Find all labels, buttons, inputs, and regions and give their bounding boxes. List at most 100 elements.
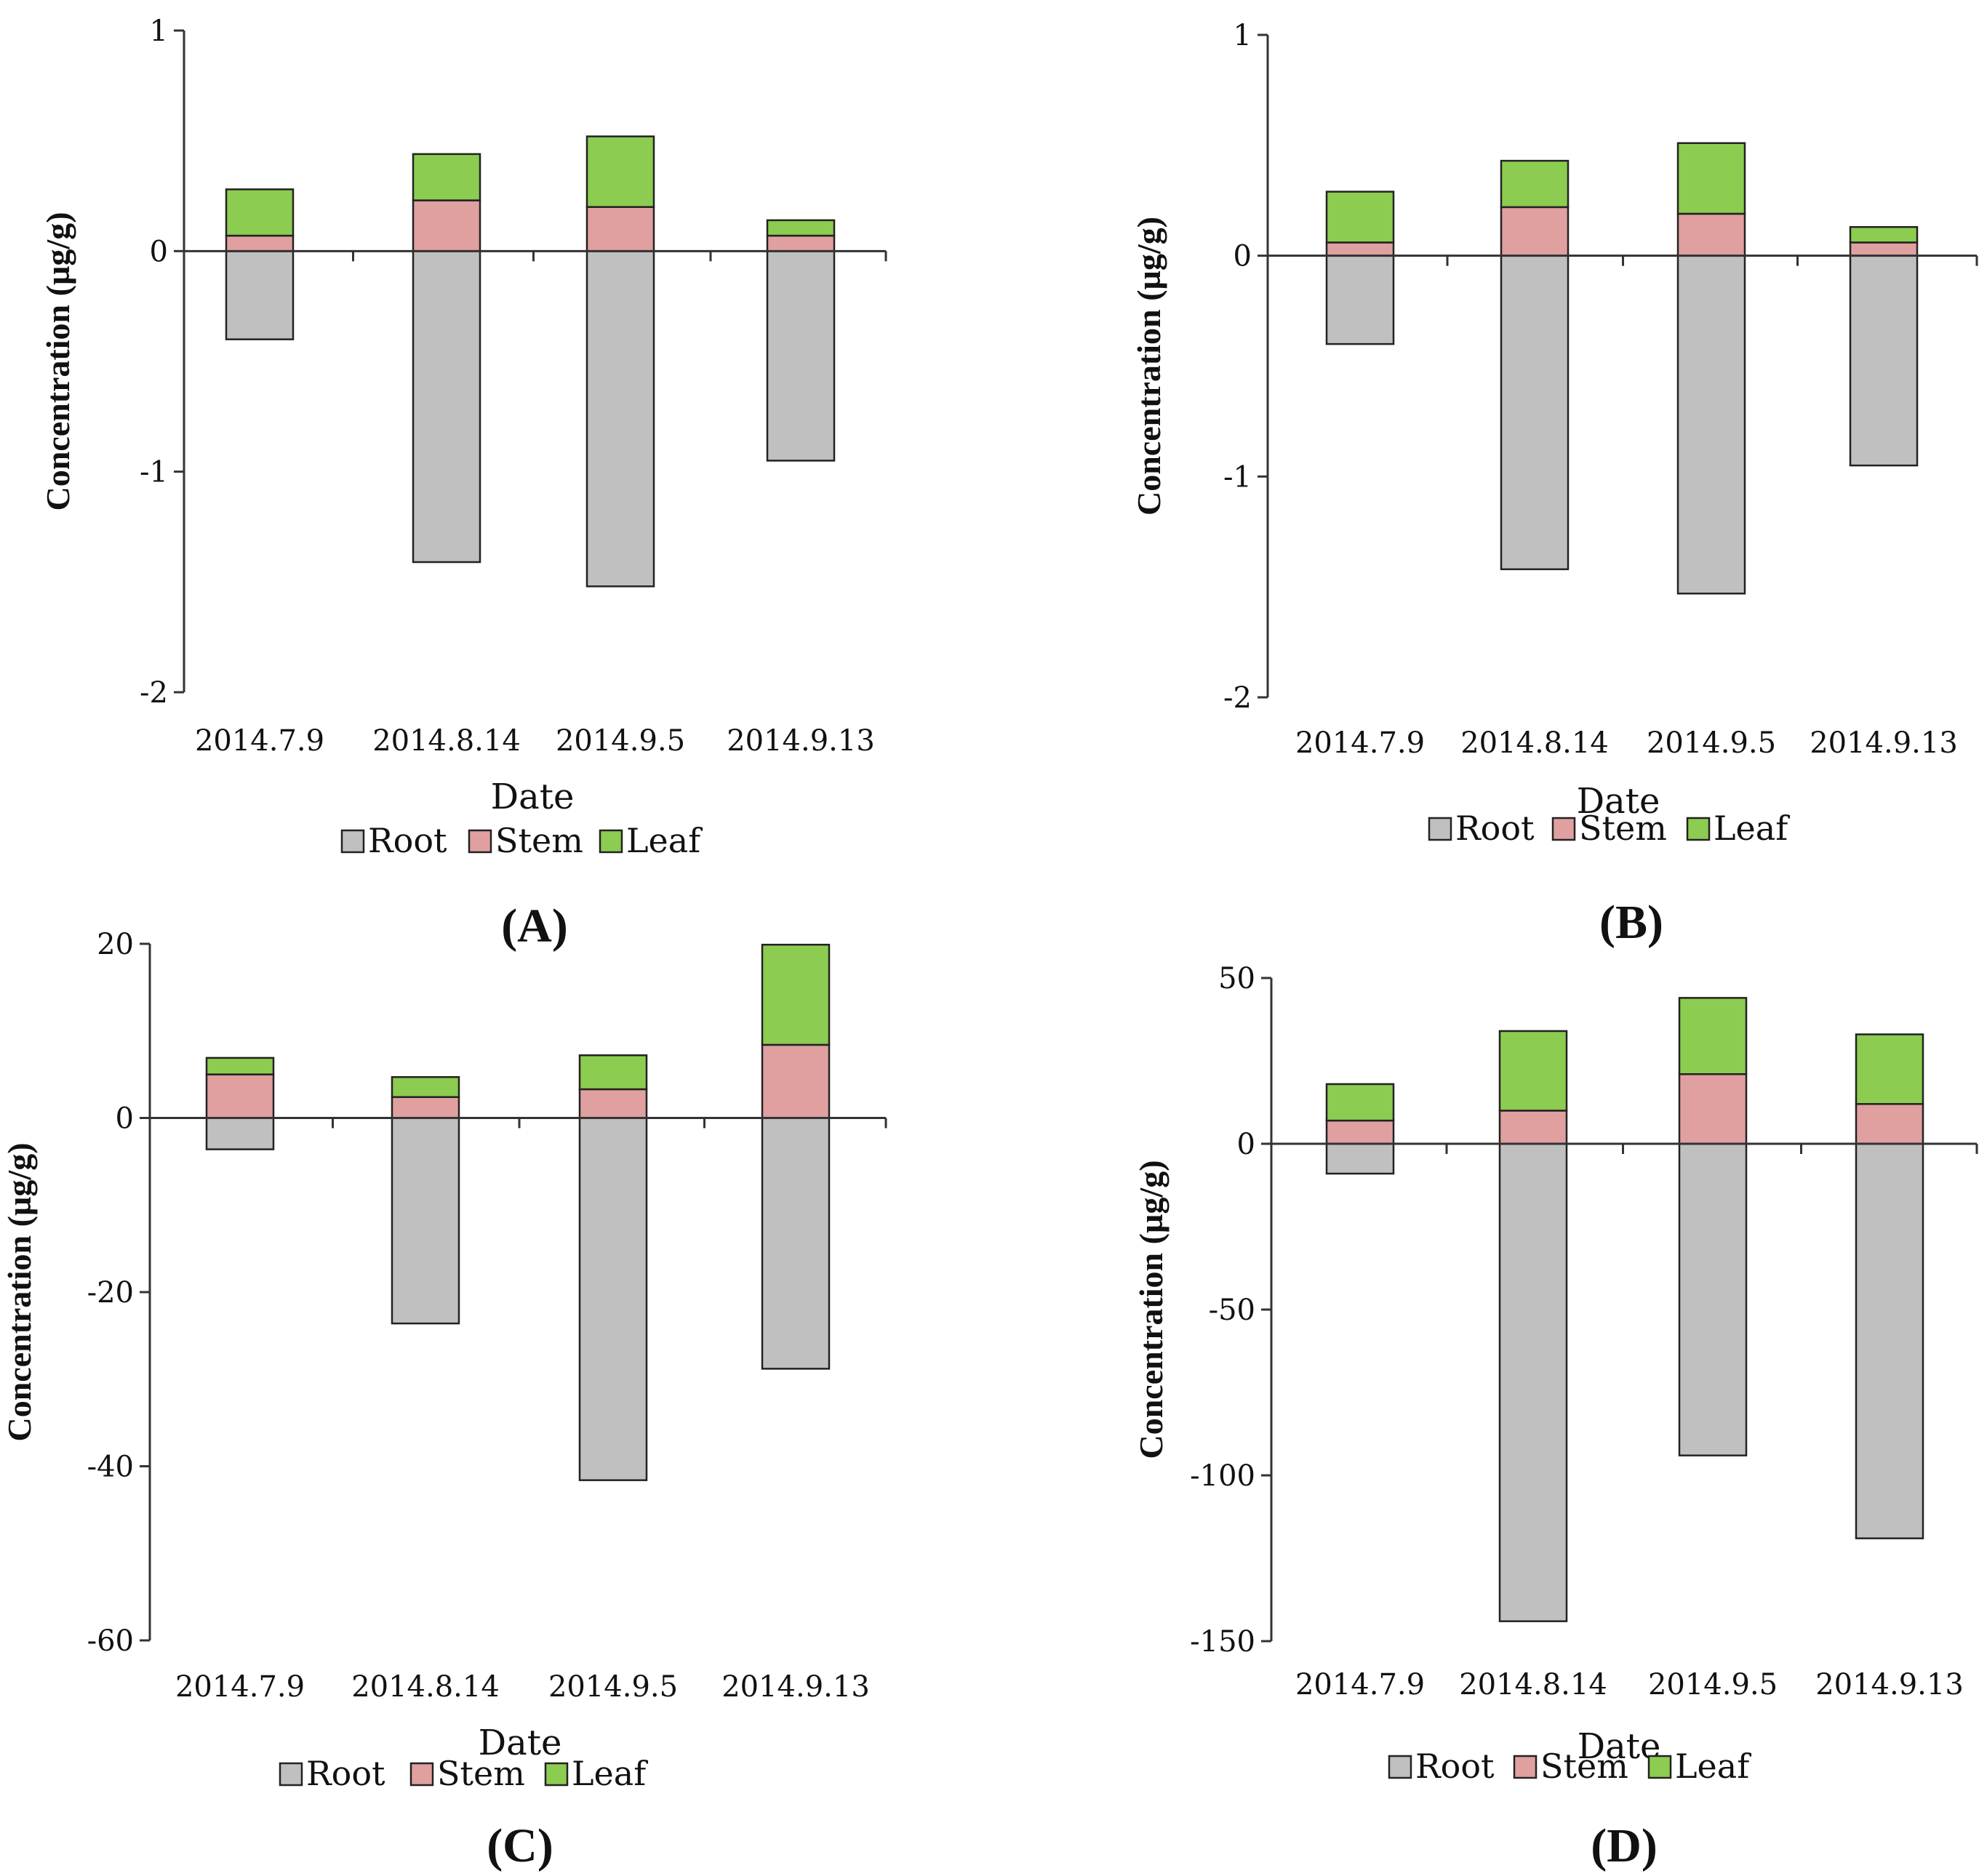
y-tick-label: 0 [1237,1128,1255,1161]
legend-label-leaf: Leaf [626,821,703,860]
bar-stem-3 [578,1088,648,1119]
x-tick-label: 2014.9.13 [721,1670,870,1704]
y-axis-title: Concentration (µg/g) [1,1142,38,1441]
bar-leaf-4 [766,219,836,237]
bar-stem-3 [1676,212,1746,257]
bar-stem-1 [1325,1119,1395,1145]
bar-stem-4 [766,234,836,252]
bar-leaf-4 [1855,1033,1924,1105]
x-tick-label: 2014.7.9 [175,1670,305,1704]
bar-root-1 [225,250,295,340]
legend-label-stem: Stem [1579,809,1667,848]
x-tick-label: 2014.9.13 [727,724,875,758]
legend-swatch-stem [409,1762,434,1787]
y-tick-label: 1 [1234,19,1252,52]
bar-root-3 [585,250,655,588]
bar-root-3 [1676,254,1746,595]
x-tick-label: 2014.7.9 [1295,726,1425,760]
y-tick-label: -40 [87,1451,134,1484]
x-axis-title: Date [1577,781,1660,822]
x-tick-label: 2014.8.14 [1459,1668,1607,1701]
bar-leaf-3 [578,1054,648,1091]
x-tick-label: 2014.9.13 [1815,1668,1964,1701]
bar-root-1 [205,1117,275,1150]
bar-stem-2 [391,1096,460,1119]
bar-root-4 [766,250,836,462]
y-tick-label: -60 [87,1624,134,1658]
bar-root-2 [1498,1142,1568,1622]
y-axis-title: Concentration (µg/g) [1130,217,1167,516]
bar-root-3 [1678,1142,1748,1456]
legend-swatch-stem [1551,817,1576,841]
bar-stem-1 [225,234,295,252]
bar-leaf-2 [391,1075,460,1099]
legend-swatch-stem [1513,1755,1538,1779]
legend-swatch-leaf [544,1762,569,1787]
legend-swatch-root [1428,817,1452,841]
legend-swatch-stem [468,829,492,854]
panel-label: (D) [1591,1819,1658,1872]
bar-stem-4 [761,1043,831,1119]
legend-label-leaf: Leaf [1675,1747,1751,1786]
legend: Root Stem Leaf [340,821,703,860]
bar-root-3 [578,1117,648,1481]
bar-leaf-1 [225,188,295,237]
bar-leaf-3 [1676,142,1746,215]
bar-leaf-2 [1500,159,1570,209]
y-tick-label: -1 [140,456,168,489]
legend-label-stem: Stem [437,1754,525,1793]
bar-leaf-3 [1678,997,1748,1075]
legend-label-root: Root [1415,1747,1495,1786]
y-tick-label: 50 [1218,962,1255,995]
x-tick-label: 2014.7.9 [195,724,324,758]
x-tick-label: 2014.7.9 [1295,1668,1425,1701]
bar-leaf-3 [585,135,655,208]
y-tick-label: -2 [1223,681,1252,715]
y-tick-label: 20 [97,928,134,961]
y-tick-label: 0 [1234,240,1252,273]
chart-panel-c: 20 0 -20 -40 -60 2014.7.9 2014.8.14 2014.9.5 201… [1,928,887,1872]
bar-stem-4 [1855,1103,1924,1145]
bar-root-2 [1500,254,1570,571]
x-tick-label: 2014.8.14 [1460,726,1609,760]
chart-panel-a: 1 0 -1 -2 2014.7.9 2014.8.14 2014.9.5 2014.9.13… [39,15,887,953]
x-axis-title: Date [491,777,575,817]
legend-swatch-leaf [1647,1755,1672,1779]
legend-swatch-root [1388,1755,1412,1779]
legend-label-stem: Stem [495,821,583,860]
x-tick-label: 2014.9.5 [548,1670,678,1704]
legend-swatch-leaf [1686,817,1711,841]
bar-leaf-4 [761,943,831,1046]
y-tick-label: 0 [150,235,168,268]
bar-root-2 [391,1117,460,1325]
y-axis-title: Concentration (µg/g) [1132,1160,1170,1459]
legend: Root Stem Leaf [279,1754,648,1793]
y-tick-label: -150 [1190,1625,1255,1659]
legend-label-root: Root [368,821,447,860]
x-tick-label: 2014.9.5 [1647,726,1776,760]
panel-label: (A) [501,899,568,953]
panel-label: (C) [487,1819,553,1872]
bar-stem-3 [585,206,655,252]
legend-label-leaf: Leaf [572,1754,648,1793]
bar-root-4 [761,1117,831,1370]
x-axis-title: Date [479,1723,562,1763]
legend: Root Stem Leaf [1428,809,1790,848]
y-tick-label: -100 [1190,1459,1255,1493]
y-tick-label: -1 [1223,460,1252,494]
y-tick-label: -20 [87,1276,134,1310]
bar-leaf-2 [412,153,481,201]
bar-leaf-2 [1498,1030,1568,1112]
bar-leaf-1 [205,1057,275,1075]
x-tick-label: 2014.8.14 [351,1670,500,1704]
legend: Root Stem Leaf [1388,1747,1751,1786]
legend-label-root: Root [1455,809,1535,848]
bar-leaf-4 [1849,225,1919,244]
bar-leaf-1 [1325,1083,1395,1122]
bar-stem-4 [1849,241,1919,257]
x-tick-label: 2014.9.5 [556,724,685,758]
y-tick-label: -50 [1209,1294,1255,1327]
bar-stem-3 [1678,1073,1748,1145]
x-tick-label: 2014.8.14 [372,724,521,758]
